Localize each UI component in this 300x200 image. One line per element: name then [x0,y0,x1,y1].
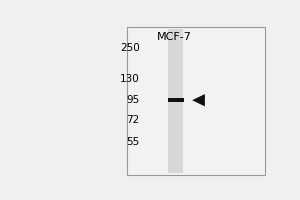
FancyBboxPatch shape [168,98,184,102]
FancyBboxPatch shape [127,27,266,175]
FancyBboxPatch shape [168,29,183,173]
Text: MCF-7: MCF-7 [157,32,192,42]
Text: 55: 55 [127,137,140,147]
Text: 130: 130 [120,74,140,84]
Polygon shape [192,94,205,106]
Text: 72: 72 [127,115,140,125]
Text: 250: 250 [120,43,140,53]
Text: 95: 95 [127,95,140,105]
